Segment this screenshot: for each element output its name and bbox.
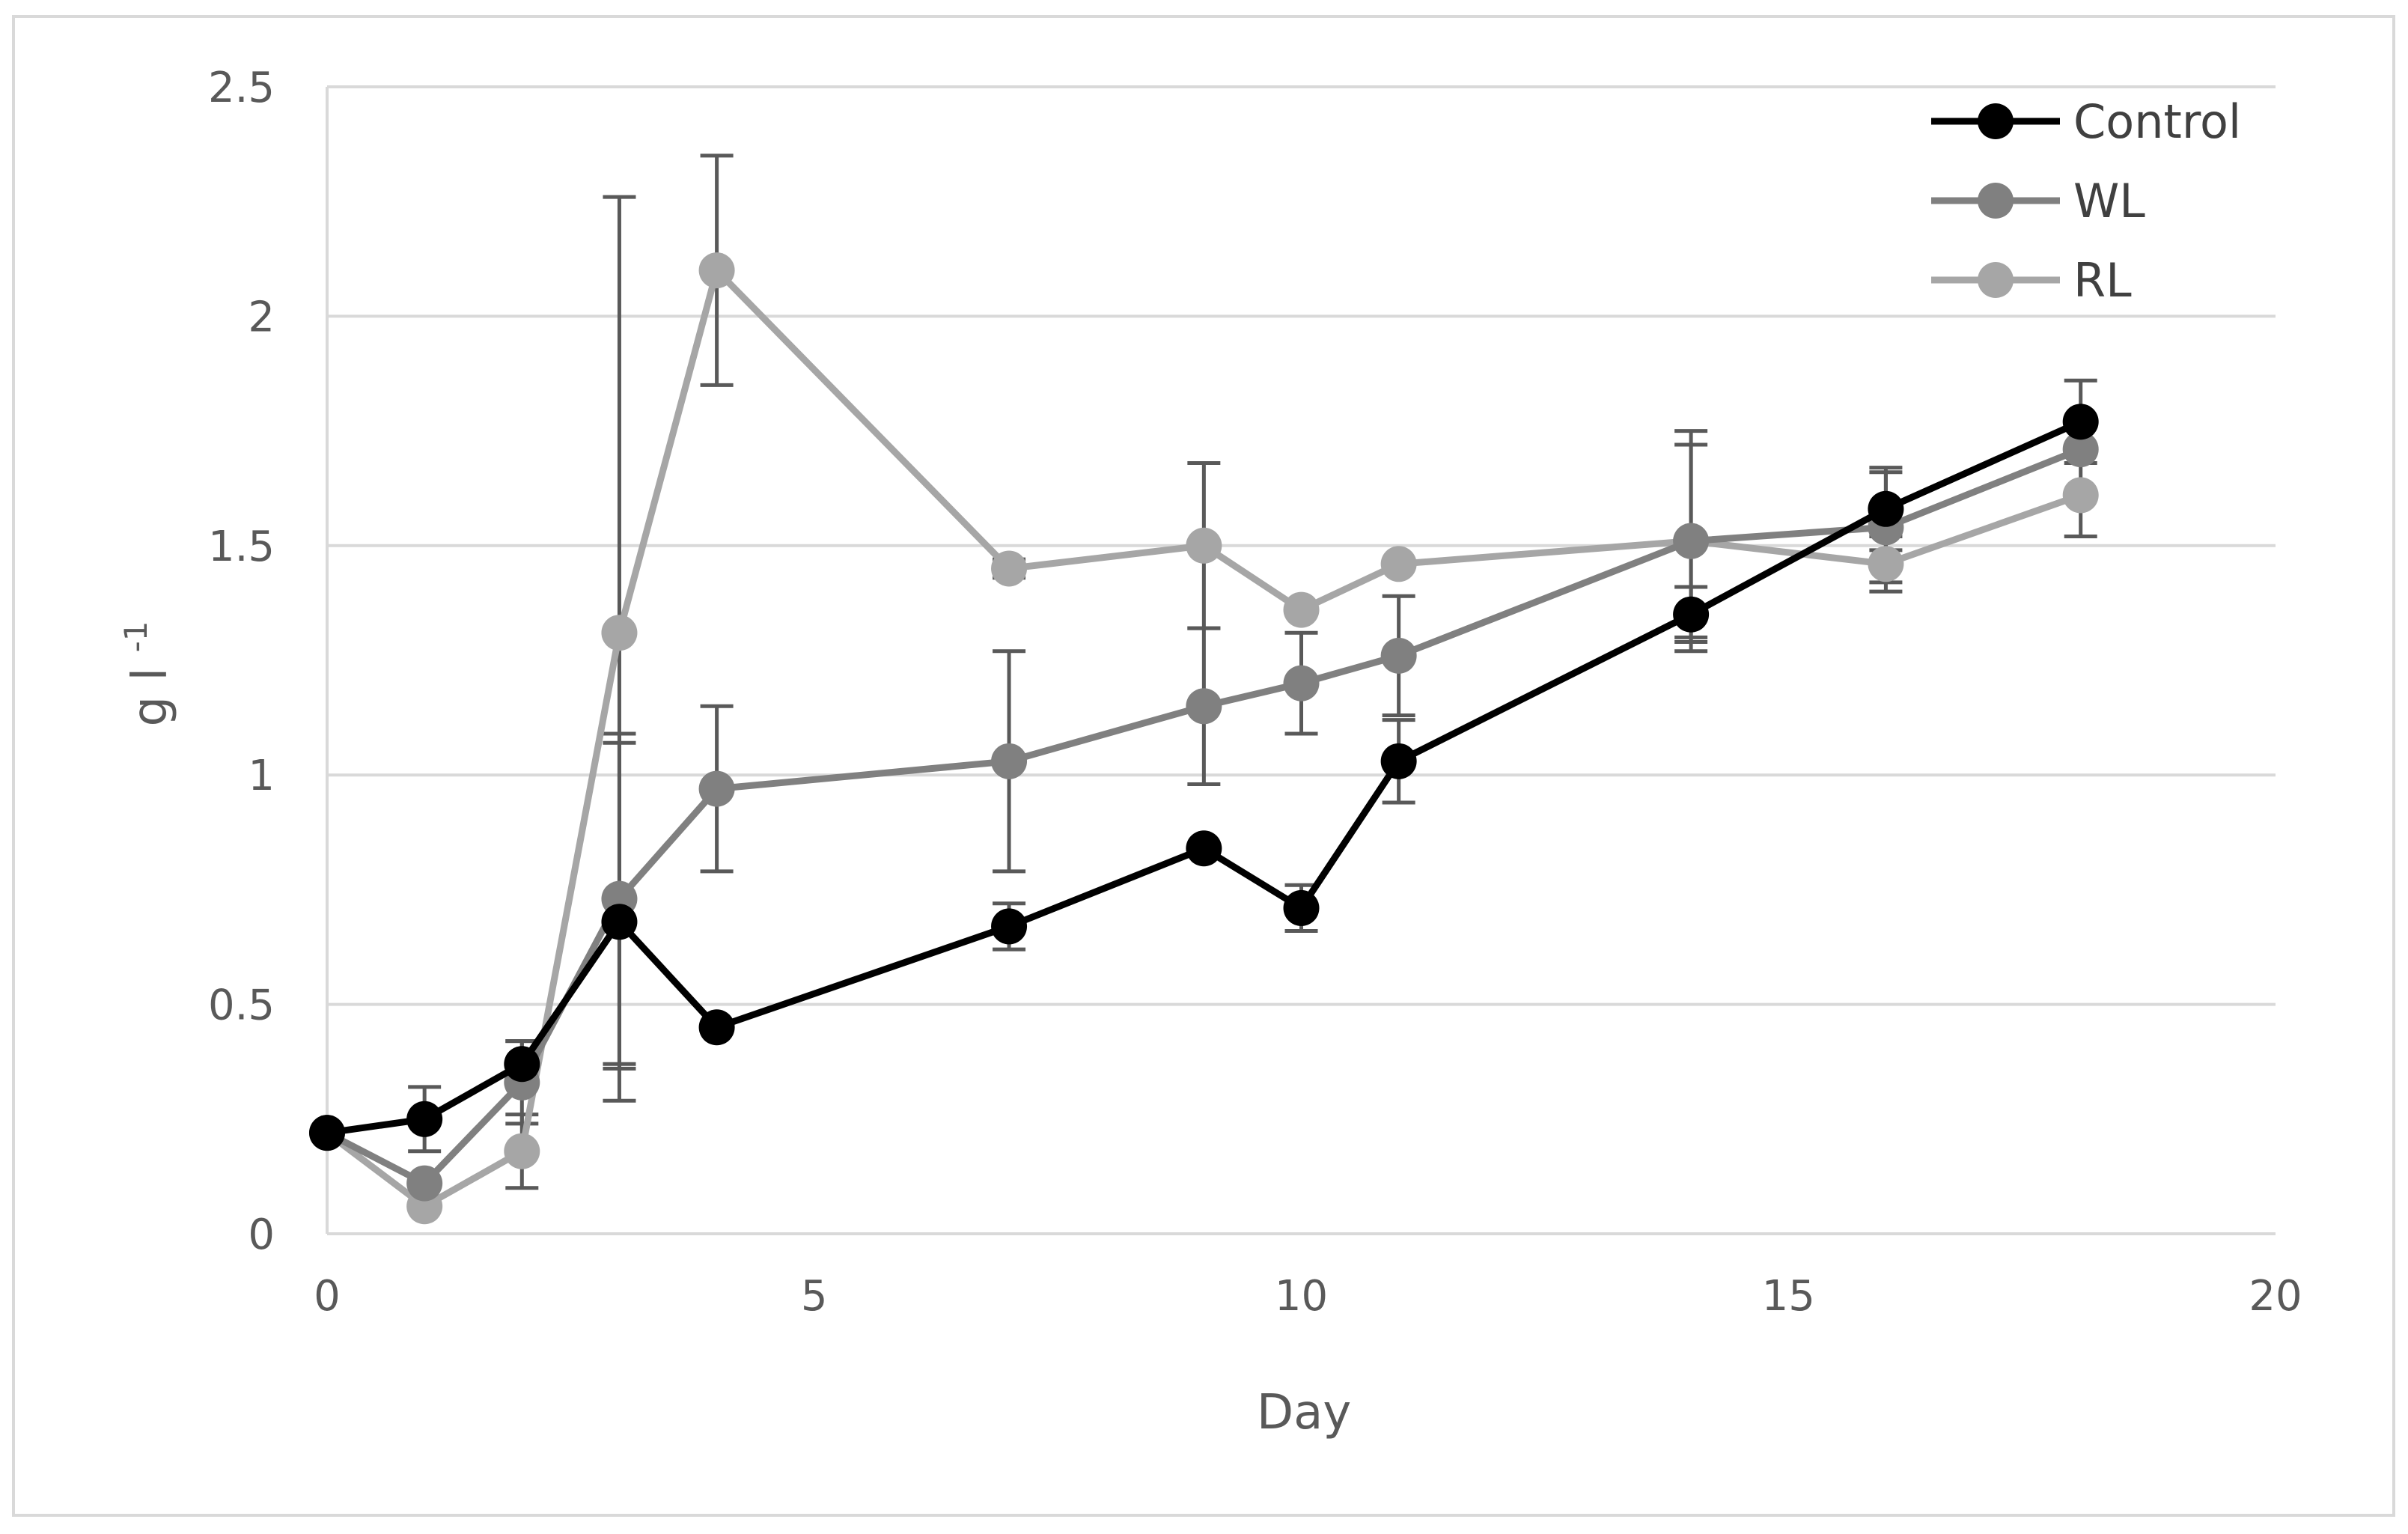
data-point-rl-5 xyxy=(991,550,1028,587)
legend: Control WL RL xyxy=(1931,94,2241,308)
data-point-rl-3 xyxy=(601,615,638,651)
data-point-rl-11 xyxy=(2062,477,2099,514)
data-point-control-11 xyxy=(2062,404,2099,440)
y-tick-label-3: 1.5 xyxy=(208,523,275,571)
data-point-control-10 xyxy=(1868,490,1904,527)
series-line-rl xyxy=(325,267,2082,1210)
data-point-wl-7 xyxy=(1283,665,1320,701)
data-point-rl-10 xyxy=(1868,546,1904,582)
x-tick-label-1: 5 xyxy=(801,1272,828,1321)
axes xyxy=(326,87,2276,1235)
data-point-rl-7 xyxy=(1283,591,1320,628)
gridlines xyxy=(327,85,2276,1006)
y-tick-label-2: 1 xyxy=(248,752,275,800)
error-bars xyxy=(408,153,2097,1190)
data-point-wl-9 xyxy=(1673,523,1710,559)
series-control xyxy=(309,404,2099,1151)
data-point-control-5 xyxy=(991,908,1028,945)
data-point-wl-5 xyxy=(991,743,1028,779)
y-axis-title: g l -1 xyxy=(118,621,178,727)
y-tick-label-0: 0 xyxy=(248,1211,275,1259)
x-axis-title: Day xyxy=(1257,1385,1351,1440)
data-point-rl-8 xyxy=(1380,546,1417,582)
data-point-control-0 xyxy=(309,1115,345,1151)
data-point-wl-1 xyxy=(406,1165,443,1202)
data-point-wl-8 xyxy=(1380,637,1417,674)
data-point-wl-11 xyxy=(2062,431,2099,468)
data-point-control-2 xyxy=(504,1046,540,1083)
data-point-rl-6 xyxy=(1186,527,1222,564)
y-axis-title-sup: -1 xyxy=(118,621,154,653)
data-point-rl-4 xyxy=(698,252,735,289)
y-tick-label-4: 2 xyxy=(248,293,275,341)
series-line-wl xyxy=(325,445,2082,1187)
x-tick-label-2: 10 xyxy=(1275,1272,1328,1321)
legend-item-wl: WL xyxy=(1931,174,2145,228)
legend-item-control: Control xyxy=(1931,94,2241,149)
legend-marker-rl xyxy=(1978,262,2014,298)
legend-label-control: Control xyxy=(2073,94,2241,149)
y-axis-title-main: g l xyxy=(123,668,178,727)
tick-labels: 0 0.5 1 1.5 2 2.5 0 5 10 15 20 xyxy=(208,64,2302,1321)
x-tick-label-3: 15 xyxy=(1762,1272,1815,1321)
data-point-wl-6 xyxy=(1186,688,1222,725)
x-tick-label-0: 0 xyxy=(314,1272,341,1321)
data-point-control-3 xyxy=(601,904,638,940)
legend-item-rl: RL xyxy=(1931,253,2132,308)
data-point-control-6 xyxy=(1186,830,1222,867)
data-point-control-1 xyxy=(406,1101,443,1137)
legend-marker-wl xyxy=(1978,183,2014,219)
legend-marker-control xyxy=(1978,103,2014,139)
data-point-control-8 xyxy=(1380,743,1417,779)
y-tick-label-1: 0.5 xyxy=(208,981,275,1030)
data-point-control-4 xyxy=(698,1009,735,1046)
x-tick-label-4: 20 xyxy=(2249,1272,2302,1321)
legend-label-rl: RL xyxy=(2073,253,2132,308)
series-line-control xyxy=(326,418,2082,1136)
data-point-rl-2 xyxy=(504,1133,540,1169)
data-point-wl-4 xyxy=(698,770,735,807)
series-group xyxy=(309,252,2099,1225)
y-tick-label-5: 2.5 xyxy=(208,64,275,112)
data-point-control-7 xyxy=(1283,889,1320,926)
legend-label-wl: WL xyxy=(2073,174,2145,228)
data-point-control-9 xyxy=(1673,596,1710,633)
